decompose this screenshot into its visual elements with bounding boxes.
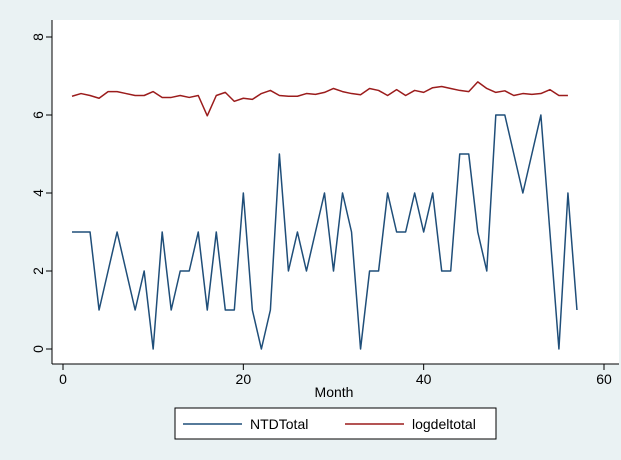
x-tick-label: 20 (236, 371, 252, 387)
x-tick-label: 60 (596, 371, 612, 387)
x-tick-label: 40 (416, 371, 432, 387)
y-tick-label: 4 (30, 189, 46, 197)
x-axis-title: Month (315, 384, 354, 400)
x-axis: 0 20 40 60 (52, 363, 619, 387)
series-line-logdeltotal (71, 81, 568, 117)
x-tick-label: 0 (59, 371, 67, 387)
series-line-ntdtotal (72, 114, 578, 350)
y-tick-label: 0 (30, 345, 46, 353)
y-tick-label: 2 (30, 267, 46, 275)
y-tick-label: 6 (30, 111, 46, 119)
legend-label-logdeltotal: logdeltotal (412, 416, 476, 432)
series-layer (71, 81, 578, 350)
plot-area (52, 20, 619, 364)
y-axis: 0 2 4 6 8 (30, 20, 53, 364)
legend-label-ntdtotal: NTDTotal (250, 416, 308, 432)
y-tick-label: 8 (30, 33, 46, 41)
legend: NTDTotal logdeltotal (174, 407, 497, 440)
